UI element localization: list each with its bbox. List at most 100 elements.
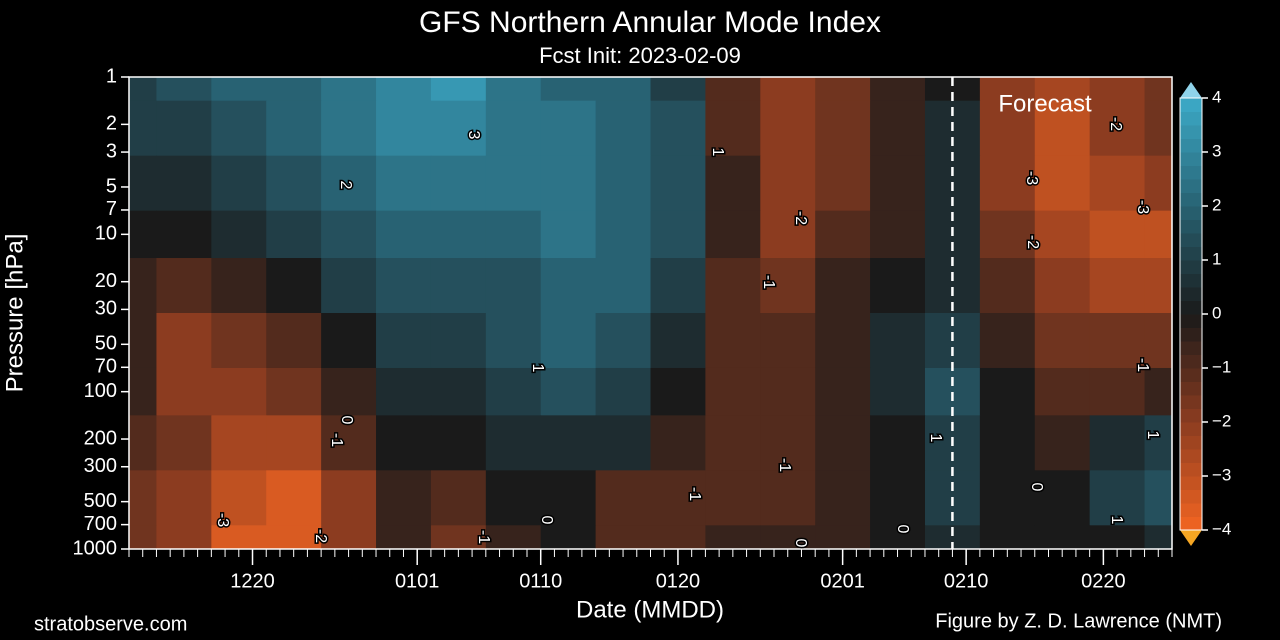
- field-cell: [430, 210, 487, 259]
- contour-label: -2: [1024, 235, 1041, 249]
- field-cell: [540, 258, 597, 314]
- field-cell: [1144, 100, 1172, 157]
- contour-label: 1: [1108, 516, 1125, 525]
- colorbar-swatch: [1180, 206, 1202, 220]
- field-cell: [1144, 77, 1172, 102]
- field-cell: [156, 313, 212, 369]
- contour-label: -1: [760, 275, 777, 289]
- field-cell: [705, 77, 761, 102]
- field-cell: [1089, 415, 1146, 471]
- field-cell: [266, 210, 322, 259]
- field-cell: [1089, 77, 1146, 102]
- field-cell: [156, 415, 212, 471]
- field-cell: [760, 313, 816, 369]
- field-cell: [705, 155, 761, 212]
- field-cell: [815, 210, 871, 259]
- field-cell: [485, 367, 542, 416]
- colorbar-swatch: [1180, 449, 1202, 463]
- field-cell: [1144, 155, 1172, 212]
- field-cell: [650, 77, 706, 102]
- field-cell: [376, 155, 432, 212]
- y-tick-label: 2: [106, 113, 117, 135]
- y-tick-label: 20: [95, 270, 117, 292]
- contour-label: 0: [894, 525, 911, 534]
- field-cell: [595, 100, 651, 157]
- y-tick-label: 500: [84, 490, 117, 512]
- field-cell: [156, 258, 212, 314]
- contour-label: 1: [529, 364, 546, 373]
- field-cell: [156, 100, 212, 157]
- field-cell: [129, 525, 157, 549]
- field-cell: [129, 415, 157, 471]
- field-cell: [1089, 313, 1146, 369]
- field-cell: [211, 77, 267, 102]
- field-cell: [485, 415, 542, 471]
- field-cell: [760, 367, 816, 416]
- field-cell: [430, 155, 487, 212]
- field-cell: [760, 155, 816, 212]
- field-cell: [266, 470, 322, 526]
- colorbar-tick-label: 2: [1212, 195, 1221, 214]
- field-cell: [129, 313, 157, 369]
- contour-label: 1: [927, 434, 944, 443]
- field-cell: [979, 210, 1036, 259]
- x-tick-label: 0210: [944, 570, 989, 592]
- colorbar-swatch: [1180, 489, 1202, 504]
- field-cell: [1089, 470, 1146, 526]
- field-cell: [430, 525, 487, 549]
- colorbar-tick-label: −1: [1212, 357, 1231, 376]
- field-cell: [266, 367, 322, 416]
- contour-label: -3: [1134, 200, 1151, 214]
- field-cell: [705, 210, 761, 259]
- field-cell: [376, 313, 432, 369]
- field-cell: [705, 415, 761, 471]
- field-cell: [540, 525, 597, 549]
- field-cell: [705, 100, 761, 157]
- colorbar-swatch: [1180, 246, 1202, 261]
- colorbar-swatch: [1180, 273, 1202, 288]
- chart-title: GFS Northern Annular Mode Index: [419, 6, 881, 39]
- colorbar-swatch: [1180, 354, 1202, 369]
- field-cell: [979, 525, 1036, 549]
- colorbar-swatch: [1180, 395, 1202, 409]
- forecast-label: Forecast: [998, 90, 1092, 117]
- field-cell: [1034, 525, 1091, 549]
- x-tick-label: 0120: [656, 570, 701, 592]
- field-cell: [595, 367, 651, 416]
- field-cell: [540, 313, 597, 369]
- colorbar-swatch: [1180, 341, 1202, 355]
- y-axis-label: Pressure [hPa]: [1, 234, 28, 393]
- colorbar-swatch: [1180, 516, 1202, 531]
- field-cell: [156, 470, 212, 526]
- colorbar-swatch: [1180, 381, 1202, 396]
- field-cell: [156, 77, 212, 102]
- field-cell: [129, 470, 157, 526]
- contour-label: 0: [538, 516, 555, 525]
- field-cell: [540, 77, 597, 102]
- field-cell: [485, 155, 542, 212]
- x-tick-label: 0101: [395, 570, 440, 592]
- field-cell: [430, 313, 487, 369]
- colorbar-swatch: [1180, 219, 1202, 234]
- field-cell: [870, 155, 926, 212]
- field-cell: [156, 155, 212, 212]
- field-cell: [485, 313, 542, 369]
- colorbar-tick-label: 4: [1212, 87, 1221, 106]
- field-cell: [485, 258, 542, 314]
- field-cell: [650, 210, 706, 259]
- colorbar-swatch: [1180, 111, 1202, 126]
- field-cell: [129, 100, 157, 157]
- contour-label: 0: [1028, 483, 1045, 492]
- colorbar-swatch: [1180, 233, 1202, 247]
- field-cell: [979, 258, 1036, 314]
- field-cell: [595, 155, 651, 212]
- contour-label: -2: [312, 529, 329, 543]
- field-cell: [815, 100, 871, 157]
- colorbar-tick-label: 1: [1212, 249, 1221, 268]
- x-tick-label: 0201: [820, 570, 865, 592]
- field-cell: [1034, 210, 1091, 259]
- field-cell: [815, 313, 871, 369]
- contour-label: -1: [776, 458, 793, 472]
- field-cell: [540, 367, 597, 416]
